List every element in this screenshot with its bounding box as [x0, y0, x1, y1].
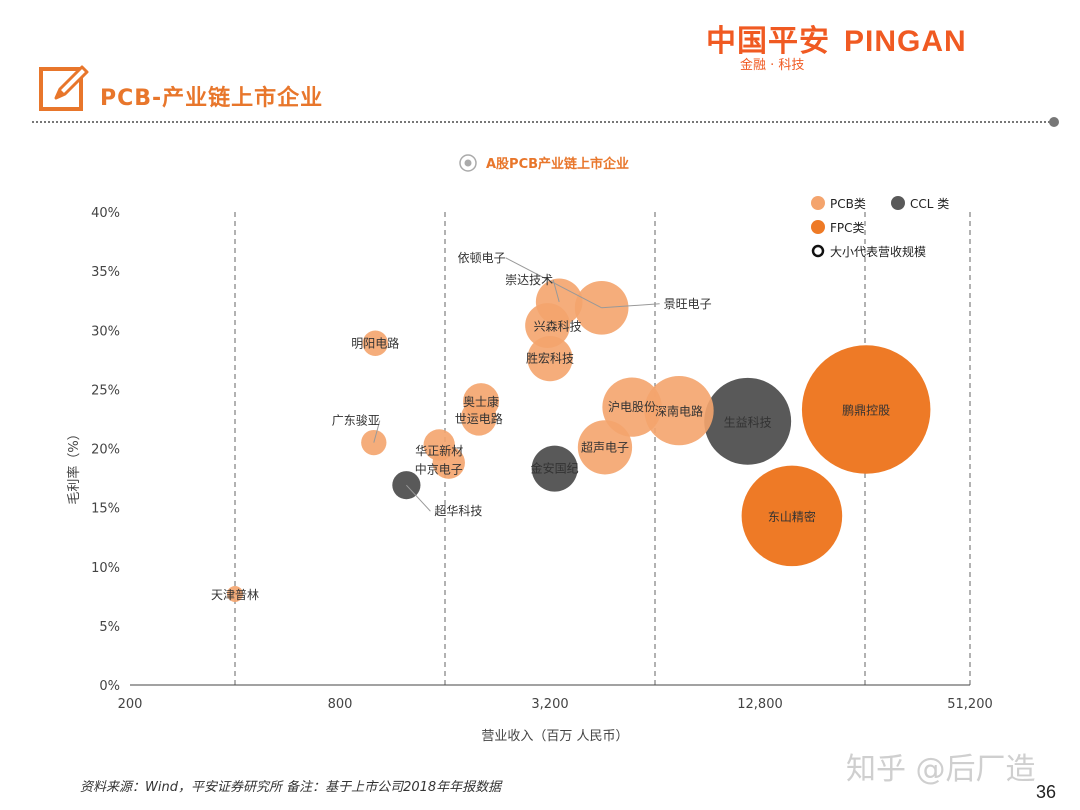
point-label-0: 天津普林: [211, 588, 259, 602]
y-tick-labels: 0% 5% 10% 15% 20% 25% 30% 35% 40%: [91, 206, 120, 694]
bubble-13: [574, 280, 629, 335]
bubble-16: [644, 376, 714, 446]
point-label-10: 兴森科技: [534, 319, 582, 334]
y-tick-2: 10%: [91, 561, 120, 576]
bubble-10: [525, 303, 571, 348]
x-tick-0: 200: [118, 697, 143, 712]
header-divider: [32, 121, 1050, 123]
legend-label-2: FPC类: [830, 221, 865, 235]
source-note: 资料来源：Wind，平安证券研究所 备注：基于上市公司2018年年报数据: [80, 780, 502, 795]
watermark: 知乎 @后厂造: [846, 752, 1036, 787]
legend-label-1: CCL 类: [910, 197, 949, 211]
y-tick-1: 5%: [99, 620, 120, 635]
point-label-9: 胜宏科技: [526, 351, 574, 366]
point-label-19: 鹏鼎控股: [842, 403, 890, 417]
legend-swatch-1: [891, 196, 905, 210]
pencil-note-icon: [39, 65, 89, 111]
point-label-4: 华正新材: [415, 443, 463, 458]
label-leader-lines: [373, 257, 660, 512]
point-label-5: 中京电子: [415, 462, 463, 477]
legend-swatch-0: [811, 196, 825, 210]
point-label-18: 东山精密: [768, 509, 816, 524]
pingan-logo: 中国平安 PINGAN 金融 · 科技: [706, 16, 1016, 73]
point-label-6: 世运电路: [455, 411, 503, 426]
bubble-14: [577, 420, 633, 475]
leader-12: [505, 257, 602, 309]
bubble-17: [704, 377, 792, 465]
logo-brand-cn: 中国平安: [706, 24, 830, 59]
legend-swatch-2: [811, 220, 825, 234]
chart-title-group: A股PCB产业链上市企业: [459, 154, 629, 172]
logo-brand-en: PINGAN: [844, 25, 967, 58]
y-tick-5: 25%: [91, 383, 120, 398]
y-tick-0: 0%: [99, 679, 120, 694]
chart-title-icon: [459, 154, 477, 172]
point-label-16: 深南电路: [655, 404, 703, 419]
bubble-8: [531, 445, 578, 492]
point-label-17: 生益科技: [724, 415, 772, 429]
x-tick-labels: 200 800 3,200 12,800 51,200: [118, 697, 993, 712]
point-label-3: 超华科技: [434, 503, 482, 518]
y-tick-6: 30%: [91, 324, 120, 339]
bubble-2: [362, 330, 389, 356]
logo-subtitle: 金融 · 科技: [740, 58, 805, 73]
leader-3: [406, 484, 431, 512]
bubble-18: [741, 465, 843, 567]
point-label-15: 沪电股份: [608, 400, 656, 414]
bubble-15: [602, 377, 662, 437]
x-tick-4: 51,200: [947, 697, 993, 712]
point-label-14: 超声电子: [581, 439, 629, 454]
y-tick-8: 40%: [91, 206, 120, 221]
y-tick-3: 15%: [91, 502, 120, 517]
chart-title-icon-center: [464, 159, 472, 167]
bubble-9: [527, 336, 573, 382]
y-tick-4: 20%: [91, 443, 120, 458]
point-label-12: 依顿电子: [458, 250, 506, 265]
x-tick-3: 12,800: [737, 697, 783, 712]
bubble-4: [423, 429, 455, 461]
x-tick-1: 800: [328, 697, 353, 712]
legend-swatch-3: [811, 244, 825, 258]
leader-13: [601, 303, 660, 309]
point-label-13: 景旺电子: [664, 297, 712, 311]
page-number: 36: [1036, 782, 1057, 802]
legend-label-3: 大小代表营收规模: [830, 244, 926, 259]
bubble-19: [801, 345, 931, 474]
point-label-7: 奥士康: [463, 394, 499, 409]
leader-1: [373, 420, 381, 443]
chart-title: A股PCB产业链上市企业: [486, 156, 629, 172]
point-label-1: 广东骏亚: [332, 414, 380, 428]
x-tick-2: 3,200: [531, 697, 568, 712]
slide-title: PCB-产业链上市企业: [100, 86, 324, 111]
bubbles: [227, 278, 931, 602]
legend-label-0: PCB类: [830, 197, 866, 211]
point-label-2: 明阳电路: [351, 335, 399, 350]
y-axis-label: 毛利率（%）: [66, 427, 82, 504]
bubble-6: [460, 399, 497, 436]
x-axis-label: 营业收入（百万 人民币）: [481, 729, 628, 744]
divider-end-dot: [1049, 117, 1059, 127]
bubble-chart: A股PCB产业链上市企业 200 800 3,200 12,800 51,200 0% 5…: [66, 154, 993, 744]
point-label-8: 金安国纪: [531, 461, 579, 476]
point-label-11: 崇达技术: [505, 273, 553, 287]
bubble-0: [227, 585, 243, 602]
y-tick-7: 35%: [91, 265, 120, 280]
